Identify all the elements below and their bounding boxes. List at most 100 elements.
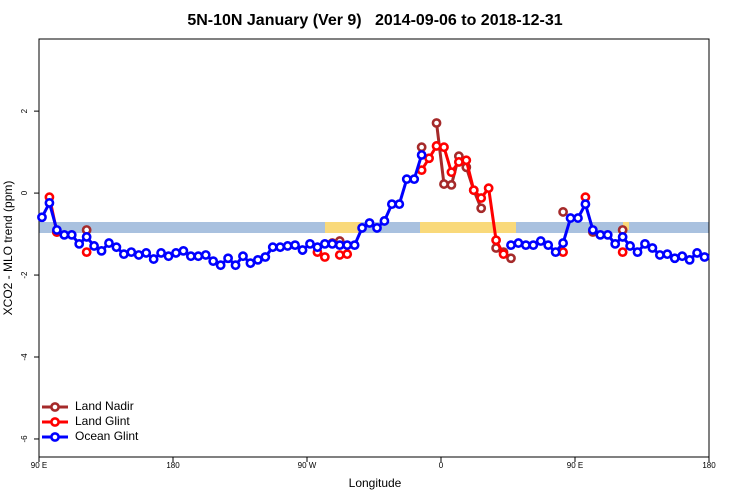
- point: [506, 240, 516, 251]
- point: [491, 235, 501, 246]
- point: [252, 254, 263, 265]
- point: [379, 216, 390, 226]
- point: [625, 241, 635, 251]
- y-axis-label: XCO2 - MLO trend (ppm): [1, 181, 15, 316]
- point: [476, 203, 487, 214]
- point: [111, 242, 122, 253]
- series: [37, 150, 710, 271]
- point: [520, 240, 531, 251]
- point: [334, 240, 345, 251]
- point: [692, 248, 702, 258]
- point: [654, 250, 665, 260]
- point: [59, 229, 70, 240]
- point: [305, 239, 315, 249]
- point: [647, 243, 658, 253]
- point: [327, 239, 338, 249]
- point: [506, 253, 516, 264]
- point: [238, 251, 248, 262]
- point: [230, 260, 241, 271]
- point: [364, 218, 375, 228]
- legend-label: Land Glint: [75, 414, 130, 428]
- point: [684, 254, 695, 265]
- point: [148, 254, 159, 264]
- point: [245, 258, 256, 269]
- point: [319, 239, 330, 249]
- y-tick-label: -2: [20, 271, 29, 279]
- point: [439, 179, 449, 189]
- point: [156, 248, 166, 258]
- point: [431, 118, 442, 128]
- point: [416, 142, 427, 153]
- y-tick-label: 0: [20, 190, 29, 195]
- point: [401, 174, 412, 185]
- x-axis-label: Longitude: [349, 476, 402, 490]
- point: [208, 256, 219, 267]
- x-tick-label: 90 W: [298, 461, 317, 470]
- point: [141, 248, 152, 258]
- point: [640, 239, 650, 249]
- point: [595, 229, 606, 240]
- point: [126, 247, 137, 257]
- point: [587, 225, 598, 235]
- point: [342, 240, 353, 251]
- point: [424, 153, 434, 164]
- point: [677, 251, 688, 262]
- point: [96, 245, 107, 256]
- x-tick-label: 0: [439, 461, 444, 470]
- point: [74, 239, 85, 249]
- chart-title: 5N-10N January (Ver 9) 2014-09-06 to 201…: [187, 12, 562, 29]
- series-line: [40, 154, 706, 268]
- point: [662, 249, 673, 260]
- point: [297, 245, 308, 255]
- point: [386, 199, 397, 210]
- point: [163, 251, 174, 262]
- point: [461, 155, 472, 166]
- point: [476, 193, 487, 203]
- point: [498, 249, 509, 260]
- plot-frame: [38, 38, 710, 458]
- point: [632, 247, 643, 257]
- point: [446, 167, 457, 178]
- point: [394, 199, 405, 210]
- point: [81, 232, 92, 242]
- point: [558, 247, 568, 257]
- y-tick-label: -4: [20, 353, 29, 361]
- point: [416, 150, 427, 160]
- point: [342, 249, 353, 260]
- point: [37, 212, 47, 223]
- y-tick-label: 2: [20, 108, 29, 113]
- point: [565, 213, 576, 223]
- x-tick-label: 90 E: [31, 461, 47, 470]
- point: [617, 247, 628, 257]
- point: [573, 213, 583, 223]
- point: [66, 229, 77, 240]
- point: [431, 141, 442, 151]
- point: [200, 250, 211, 260]
- point: [602, 229, 613, 240]
- point: [372, 223, 382, 233]
- legend-label: Ocean Glint: [75, 429, 139, 443]
- point: [468, 185, 479, 196]
- point: [44, 198, 55, 208]
- point: [223, 253, 233, 264]
- point: [290, 240, 300, 251]
- point: [483, 183, 494, 194]
- point: [409, 174, 420, 185]
- point: [439, 142, 449, 153]
- point: [81, 247, 92, 257]
- point: [580, 199, 591, 210]
- point: [558, 207, 568, 217]
- point: [89, 241, 99, 251]
- point: [260, 252, 271, 262]
- legend-marker: [50, 432, 60, 442]
- point: [610, 239, 621, 249]
- x-tick-label: 180: [702, 461, 716, 470]
- point: [171, 248, 181, 258]
- point: [104, 238, 114, 248]
- x-tick-label: 180: [166, 461, 180, 470]
- point: [669, 253, 680, 264]
- point: [558, 238, 568, 248]
- point: [543, 240, 554, 251]
- legend-label: Land Nadir: [75, 399, 134, 413]
